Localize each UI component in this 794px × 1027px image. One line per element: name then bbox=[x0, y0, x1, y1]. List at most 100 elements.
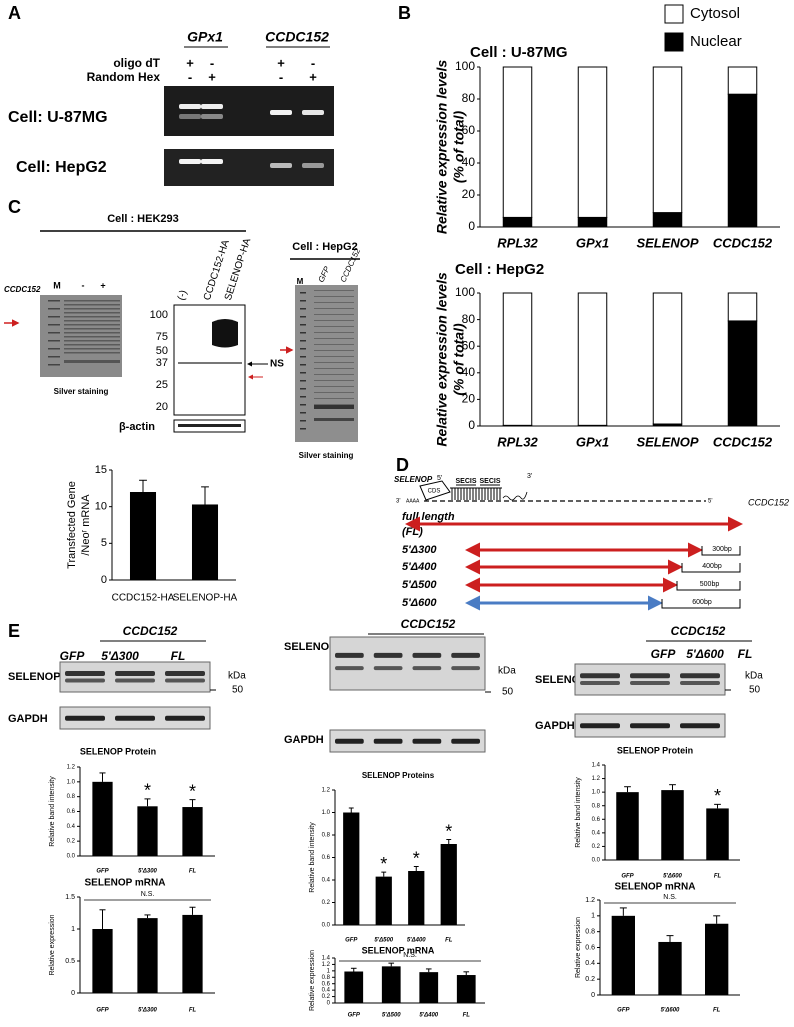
lane-label: 5'Δ600 bbox=[686, 647, 724, 661]
gel-band bbox=[314, 398, 354, 399]
marker-label: 50 bbox=[749, 685, 761, 696]
gel-band bbox=[314, 332, 354, 333]
bar bbox=[344, 971, 364, 1003]
chart-title: SELENOP mRNA bbox=[85, 878, 166, 889]
marker-label: 50 bbox=[502, 687, 514, 698]
y-axis-label: /Neoʳ mRNA bbox=[80, 494, 92, 556]
y-tick-label: 1.0 bbox=[67, 779, 76, 785]
chart-title: SELENOP Protein bbox=[80, 746, 156, 756]
x-tick-label: FL bbox=[714, 874, 722, 880]
bar bbox=[182, 807, 203, 856]
gel-band bbox=[314, 350, 354, 351]
bar bbox=[343, 812, 360, 925]
ladder-band bbox=[300, 396, 306, 398]
ladder-band bbox=[300, 420, 306, 422]
gene-label: CCDC152 bbox=[123, 624, 178, 638]
y-tick-label: 0.6 bbox=[322, 855, 331, 861]
blot-band bbox=[412, 666, 442, 671]
bar bbox=[456, 975, 476, 1003]
significance-marker: * bbox=[380, 854, 387, 874]
blot-band bbox=[335, 666, 364, 671]
y-axis-label: Relative expression bbox=[575, 917, 582, 978]
x-tick-label: FL bbox=[463, 1013, 471, 1019]
y-tick-label: 0.6 bbox=[592, 817, 601, 823]
ladder-band bbox=[48, 332, 60, 334]
y-tick-label: 0.4 bbox=[322, 878, 331, 884]
gel-band bbox=[179, 114, 201, 119]
lane-label: - bbox=[82, 280, 85, 290]
blot-band bbox=[115, 671, 155, 676]
x-tick-label: GFP bbox=[96, 869, 109, 875]
construct-label: 5'Δ300 bbox=[402, 544, 437, 556]
ladder-label: 50 bbox=[156, 345, 168, 357]
y-tick-label: 0.8 bbox=[592, 803, 601, 809]
blot-band bbox=[115, 678, 155, 683]
y-tick-label: 60 bbox=[462, 123, 476, 137]
blot-band bbox=[335, 652, 364, 658]
x-tick-label: GPx1 bbox=[576, 434, 609, 449]
x-tick-label: GFP bbox=[617, 1008, 630, 1014]
x-tick-label: 5'Δ600 bbox=[661, 1008, 680, 1014]
blot bbox=[329, 636, 486, 691]
blot-band bbox=[630, 673, 670, 679]
y-tick-label: 0.8 bbox=[67, 794, 76, 800]
panel-label: E bbox=[8, 621, 20, 641]
x-tick-label: SELENOP bbox=[636, 235, 698, 250]
gel-band bbox=[314, 314, 354, 315]
gel-band bbox=[314, 404, 354, 405]
gel-band bbox=[302, 163, 324, 168]
blot-band bbox=[680, 681, 720, 686]
size-label: 600bp bbox=[692, 599, 712, 606]
sign: - bbox=[210, 55, 214, 70]
x-tick-label: GFP bbox=[348, 1013, 361, 1019]
y-tick-label: 1.5 bbox=[65, 894, 75, 901]
blot-band bbox=[580, 681, 620, 686]
lane-label: GFP bbox=[651, 647, 677, 661]
blot-band bbox=[451, 652, 480, 658]
gel-band bbox=[64, 328, 120, 330]
ladder-label: 100 bbox=[150, 309, 168, 321]
lane-label: 5'Δ300 bbox=[101, 649, 139, 663]
panel-label: C bbox=[8, 197, 21, 217]
bar bbox=[381, 966, 401, 1003]
gel-band bbox=[314, 392, 354, 393]
x-tick-label: RPL32 bbox=[497, 235, 538, 250]
poly-a-label: AAAA bbox=[406, 498, 420, 504]
gel-band bbox=[64, 300, 120, 302]
cell-label: Cell : HepG2 bbox=[292, 241, 357, 253]
y-tick-label: 20 bbox=[462, 187, 476, 201]
x-tick-label: 5'Δ400 bbox=[407, 938, 426, 944]
y-axis-label: Relative band intensity bbox=[49, 776, 56, 847]
y-tick-label: 1.4 bbox=[322, 956, 331, 962]
ladder-label: 75 bbox=[156, 331, 168, 343]
cell-label: Cell: U-87MG bbox=[8, 109, 108, 126]
bar bbox=[408, 871, 425, 925]
gene-label: GPx1 bbox=[187, 29, 223, 45]
cell-label: Cell: HepG2 bbox=[16, 159, 107, 176]
row-label: oligo dT bbox=[113, 56, 160, 70]
significance-marker: * bbox=[189, 781, 196, 801]
bar-segment bbox=[652, 66, 683, 214]
chart-title: SELENOP Protein bbox=[617, 745, 693, 755]
blot-band bbox=[451, 666, 480, 671]
blot-band bbox=[165, 715, 205, 721]
y-tick-label: 1 bbox=[591, 913, 595, 920]
ladder-band bbox=[48, 340, 60, 342]
x-tick-label: 5'Δ300 bbox=[138, 1008, 157, 1014]
y-tick-label: 1.2 bbox=[322, 788, 331, 794]
lane-label: FL bbox=[738, 647, 753, 661]
gel-band bbox=[64, 348, 120, 350]
y-tick-label: 40 bbox=[462, 155, 476, 169]
x-tick-label: GFP bbox=[621, 874, 634, 880]
protein-label: β-actin bbox=[119, 421, 155, 433]
bracket bbox=[681, 563, 741, 573]
gel-band bbox=[64, 344, 120, 346]
end-label: 5' bbox=[437, 475, 442, 482]
sign: + bbox=[186, 55, 194, 70]
ladder-band bbox=[300, 428, 306, 430]
gel-band bbox=[314, 326, 354, 327]
lane-label: + bbox=[100, 280, 105, 290]
x-tick-label: CCDC152-HA bbox=[112, 593, 175, 604]
annotation: N.S. bbox=[663, 894, 677, 901]
y-tick-label: 0.8 bbox=[322, 975, 331, 981]
